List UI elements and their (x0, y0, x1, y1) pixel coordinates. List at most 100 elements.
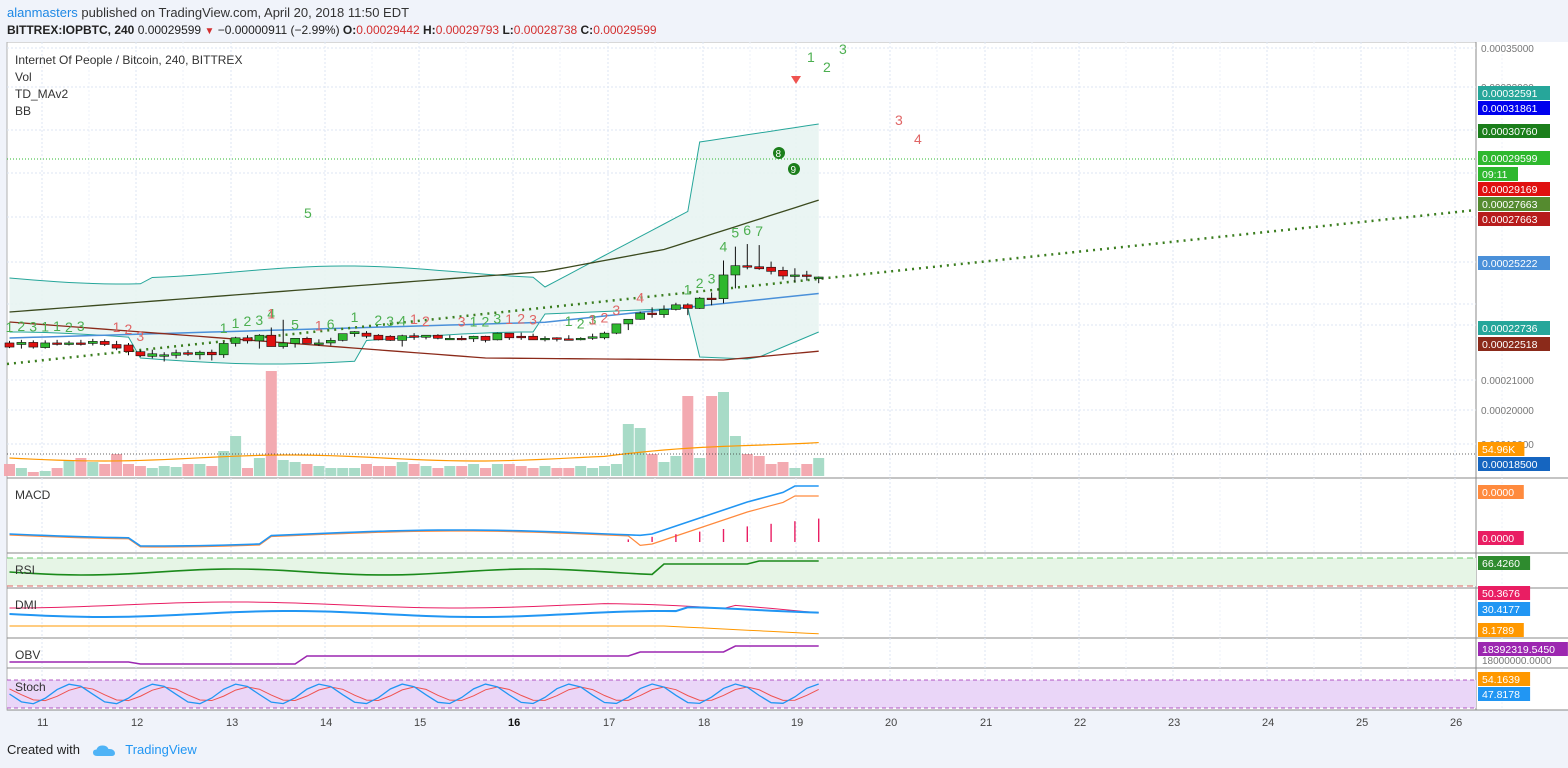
signal-9-badge (788, 163, 800, 175)
close-label: C: (580, 23, 594, 37)
candle-body (659, 309, 669, 315)
x-axis-day-label: 25 (1356, 717, 1368, 729)
td-count-label: 1 (565, 313, 573, 329)
price-change: −0.00000911 (−2.99%) (217, 23, 340, 37)
volume-bar (337, 468, 349, 476)
open-value: 0.00029442 (356, 23, 420, 37)
x-axis-day-label: 21 (980, 717, 992, 729)
price-tag (1478, 86, 1550, 100)
volume-bar (289, 462, 301, 476)
price-tag (1478, 197, 1550, 211)
candle-body (456, 338, 467, 341)
dmi-minus-tag: 50.3676 (1482, 588, 1520, 600)
volume-bar (694, 458, 706, 476)
td-count-label: 2 (696, 275, 704, 291)
low-value: 0.00028738 (513, 23, 578, 37)
volume-bar (599, 466, 610, 476)
x-axis-day-label: 13 (226, 717, 238, 729)
volume-bar (765, 464, 777, 476)
ohlc-summary: BITTREX:IOPBTC, 240 0.00029599 ▼ −0.0000… (7, 23, 657, 37)
td-count-label: 5 (731, 225, 739, 241)
price-tag-label: 0.00027663 (1482, 214, 1538, 226)
volume-bar (396, 462, 408, 476)
macd-value-tag-bg (1478, 485, 1524, 499)
td-count-label: 1 (505, 311, 513, 327)
volume-bar (170, 467, 182, 476)
price-tag (1478, 256, 1550, 270)
volume-bar (718, 392, 729, 476)
x-axis-day-label: 19 (791, 717, 803, 729)
candle-body (218, 343, 229, 356)
price-tag-label: 0.00032591 (1482, 88, 1538, 100)
author-link[interactable]: alanmasters (7, 5, 78, 20)
price-chart[interactable]: 1 2 3 1 1 2 3 1 1 2 3 45 6 1 2 3 4 1 2 3 1 2 31 2 345 6 71 2 311 1 2 3 1… (0, 42, 1568, 742)
candle-body (754, 266, 765, 270)
td-count-label: 1 (113, 319, 121, 335)
volume-bar (753, 456, 765, 476)
macd-hist-tag-bg (1478, 531, 1524, 545)
td-count-label: 2 (601, 310, 609, 326)
rsi-value-tag-bg (1478, 556, 1531, 570)
dmi-label: DMI (15, 598, 37, 612)
price-tag-label: 0.00022736 (1482, 323, 1538, 335)
volume-bar (27, 472, 39, 476)
price-tag (1478, 212, 1550, 226)
volume-bar (313, 466, 325, 476)
candle-body (64, 342, 74, 345)
volume-bar (146, 468, 158, 476)
candle-body (528, 335, 538, 341)
candle-body (516, 335, 527, 339)
x-axis-day-label: 18 (698, 717, 710, 729)
td-count-label: 3 (612, 302, 620, 318)
candle-body (671, 304, 681, 310)
volume-bar (349, 468, 361, 476)
obv-label: OBV (15, 648, 40, 662)
candle-body (4, 342, 15, 348)
price-tag (1478, 167, 1518, 181)
td-count-label: 2 (517, 311, 525, 327)
volume-bar (325, 468, 337, 476)
td-count-label: 3 (708, 270, 716, 286)
candle-body (480, 335, 491, 341)
volume-bar (706, 396, 718, 476)
candle-body (694, 297, 705, 309)
td-count-label: 2 (577, 315, 585, 331)
volume-bar (813, 458, 825, 476)
candle-body (421, 334, 431, 338)
candle-body (278, 342, 289, 347)
candle-body (444, 338, 455, 341)
td-count-label: 3 (255, 312, 263, 328)
volume-bar (480, 468, 491, 476)
candle-body (373, 334, 384, 341)
candle-body (492, 332, 503, 341)
candle-body (682, 304, 693, 309)
down-triangle-icon: ▼ (204, 26, 215, 37)
td-count-label: 1 (232, 315, 240, 331)
td-count-label: 6 (743, 222, 751, 238)
price-tag (1478, 337, 1550, 351)
volume-bar (658, 462, 670, 476)
candle-body (242, 337, 253, 342)
candle-body (540, 338, 550, 341)
volume-bar (551, 468, 563, 476)
volume-bar (515, 466, 527, 476)
volume-bar (301, 464, 313, 476)
tradingview-link[interactable]: TradingView (125, 742, 197, 757)
volume-bar (194, 464, 206, 476)
candle-body (349, 331, 360, 334)
volume-bar (789, 468, 801, 476)
stoch-d-tag: 54.1639 (1482, 674, 1520, 686)
publish-info: alanmasters published on TradingView.com… (7, 5, 409, 20)
dmi-minus-tag-bg (1478, 586, 1531, 600)
volume-bar (277, 460, 289, 476)
stoch-label: Stoch (15, 680, 46, 694)
td-count-label: 2 (374, 312, 382, 328)
volume-bar (206, 466, 218, 476)
candle-body (147, 353, 158, 357)
ma-olive-line (9, 199, 819, 313)
last-price: 0.00029599 (137, 23, 202, 37)
low-label: L: (502, 23, 514, 37)
legend-bb: BB (15, 104, 31, 118)
volume-bar (15, 468, 27, 476)
close-value: 0.00029599 (593, 23, 657, 37)
